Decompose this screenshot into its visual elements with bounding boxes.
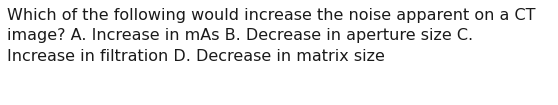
Text: Which of the following would increase the noise apparent on a CT
image? A. Incre: Which of the following would increase th… <box>7 8 536 64</box>
